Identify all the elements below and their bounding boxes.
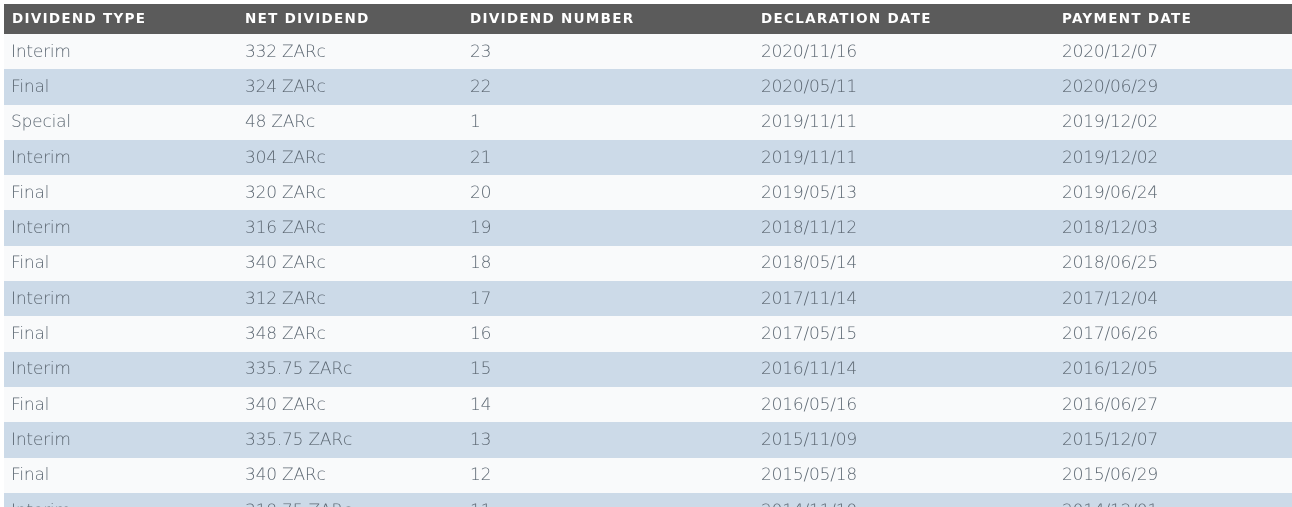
cell-dividend-number: 12 <box>470 465 492 486</box>
table-row: Interim318.75 ZARc112014/11/102014/12/01 <box>4 492 1292 507</box>
cell-net-dividend: 340 ZARc <box>245 394 326 415</box>
cell-dividend-type: Interim <box>11 218 71 239</box>
cell-dividend-type: Special <box>11 112 71 133</box>
table-row: Final 340 ZARc 12 2015/05/18 2015/06/29 <box>4 457 1292 493</box>
cell-dividend-type: Interim <box>11 359 71 380</box>
cell-dividend-number: 21 <box>470 147 492 168</box>
cell-net-dividend: 316 ZARc <box>245 218 326 239</box>
header-dividend-number: DIVIDEND NUMBER <box>470 11 635 27</box>
cell-dividend-number: 13 <box>470 429 492 450</box>
cell-payment-date: 2017/12/04 <box>1062 288 1158 309</box>
cell-net-dividend: 320 ZARc <box>245 182 326 203</box>
header-net-dividend: NET DIVIDEND <box>245 11 370 27</box>
cell-dividend-number: 1 <box>470 112 481 133</box>
cell-net-dividend: 340 ZARc <box>245 253 326 274</box>
cell-dividend-type: Final <box>11 253 50 274</box>
table-body: Interim 332 ZARc 23 2020/11/16 2020/12/07 Fin… <box>4 34 1292 507</box>
cell-net-dividend: 324 ZARc <box>245 76 326 97</box>
table-row: Final 324 ZARc 22 2020/05/11 2020/06/29 <box>4 69 1292 105</box>
table-row: Interim 332 ZARc 23 2020/11/16 2020/12/07 <box>4 34 1292 70</box>
header-payment-date: PAYMENT DATE <box>1062 11 1193 27</box>
cell-dividend-number: 11 <box>470 501 761 507</box>
table-row: Interim 304 ZARc 21 2019/11/11 2019/12/02 <box>4 139 1292 176</box>
cell-declaration-date: 2015/05/18 <box>761 465 857 486</box>
cell-net-dividend: 304 ZARc <box>245 147 326 168</box>
cell-dividend-number: 18 <box>470 253 492 274</box>
cell-dividend-number: 22 <box>470 76 492 97</box>
cell-net-dividend: 48 ZARc <box>245 112 316 133</box>
table-row: Final 348 ZARc 16 2017/05/15 2017/06/26 <box>4 316 1292 352</box>
table-row: Interim 335.75 ZARc 15 2016/11/14 2016/12/05 <box>4 351 1292 387</box>
cell-net-dividend: 332 ZARc <box>245 41 326 62</box>
cell-declaration-date: 2019/11/11 <box>761 112 857 133</box>
table-row: Final 320 ZARc 20 2019/05/13 2019/06/24 <box>4 175 1292 211</box>
header-dividend-type: DIVIDEND TYPE <box>12 11 147 27</box>
cell-declaration-date: 2016/11/14 <box>761 359 857 380</box>
cell-payment-date: 2019/12/02 <box>1062 112 1158 133</box>
cell-payment-date: 2017/06/26 <box>1062 324 1158 345</box>
header-declaration-date: DECLARATION DATE <box>761 11 932 27</box>
cell-dividend-type: Final <box>11 182 50 203</box>
cell-dividend-number: 14 <box>470 394 492 415</box>
cell-dividend-type: Interim <box>11 288 71 309</box>
cell-payment-date: 2019/06/24 <box>1062 182 1158 203</box>
table-row: Interim 312 ZARc 17 2017/11/14 2017/12/04 <box>4 281 1292 317</box>
cell-net-dividend: 312 ZARc <box>245 288 326 309</box>
cell-declaration-date: 2019/05/13 <box>761 182 857 203</box>
cell-net-dividend: 335.75 ZARc <box>245 429 353 450</box>
cell-payment-date: 2015/12/07 <box>1062 429 1158 450</box>
cell-payment-date: 2020/12/07 <box>1062 41 1158 62</box>
cell-payment-date: 2016/06/27 <box>1062 394 1158 415</box>
cell-declaration-date: 2017/11/14 <box>761 288 857 309</box>
cell-declaration-date: 2014/11/10 <box>761 501 1062 507</box>
cell-net-dividend: 335.75 ZARc <box>245 359 353 380</box>
cell-payment-date: 2018/06/25 <box>1062 253 1158 274</box>
cell-payment-date: 2014/12/01 <box>1062 501 1292 507</box>
cell-dividend-type: Final <box>11 465 50 486</box>
cell-payment-date: 2016/12/05 <box>1062 359 1158 380</box>
cell-dividend-type: Final <box>11 394 50 415</box>
cell-dividend-number: 20 <box>470 182 492 203</box>
cell-net-dividend: 348 ZARc <box>245 324 326 345</box>
cell-dividend-number: 23 <box>470 41 492 62</box>
cell-dividend-type: Final <box>11 324 50 345</box>
cell-dividend-type: Final <box>11 76 50 97</box>
cell-declaration-date: 2020/05/11 <box>761 76 857 97</box>
cell-dividend-type: Interim <box>11 429 71 450</box>
table-row: Final 340 ZARc 14 2016/05/16 2016/06/27 <box>4 386 1292 423</box>
cell-payment-date: 2018/12/03 <box>1062 218 1158 239</box>
cell-payment-date: 2015/06/29 <box>1062 465 1158 486</box>
cell-net-dividend: 318.75 ZARc <box>245 501 470 507</box>
table-row: Interim 335.75 ZARc 13 2015/11/09 2015/12/07 <box>4 422 1292 458</box>
table-header-row: DIVIDEND TYPE NET DIVIDEND DIVIDEND NUMB… <box>4 4 1292 34</box>
cell-dividend-type: Interim <box>11 41 71 62</box>
cell-declaration-date: 2015/11/09 <box>761 429 857 450</box>
cell-declaration-date: 2019/11/11 <box>761 147 857 168</box>
cell-payment-date: 2019/12/02 <box>1062 147 1158 168</box>
cell-net-dividend: 340 ZARc <box>245 465 326 486</box>
cell-declaration-date: 2017/05/15 <box>761 324 857 345</box>
dividend-table: DIVIDEND TYPE NET DIVIDEND DIVIDEND NUMB… <box>4 4 1292 507</box>
table-row: Special 48 ZARc 1 2019/11/11 2019/12/02 <box>4 104 1292 140</box>
cell-payment-date: 2020/06/29 <box>1062 76 1158 97</box>
cell-dividend-number: 16 <box>470 324 492 345</box>
cell-dividend-type: Interim <box>11 147 71 168</box>
cell-dividend-type: Interim <box>4 501 245 507</box>
cell-declaration-date: 2020/11/16 <box>761 41 857 62</box>
cell-dividend-number: 19 <box>470 218 492 239</box>
table-row: Interim 316 ZARc 19 2018/11/12 2018/12/03 <box>4 210 1292 246</box>
cell-declaration-date: 2018/05/14 <box>761 253 857 274</box>
cell-dividend-number: 17 <box>470 288 492 309</box>
cell-dividend-number: 15 <box>470 359 492 380</box>
table-row: Final 340 ZARc 18 2018/05/14 2018/06/25 <box>4 245 1292 282</box>
cell-declaration-date: 2016/05/16 <box>761 394 857 415</box>
cell-declaration-date: 2018/11/12 <box>761 218 857 239</box>
